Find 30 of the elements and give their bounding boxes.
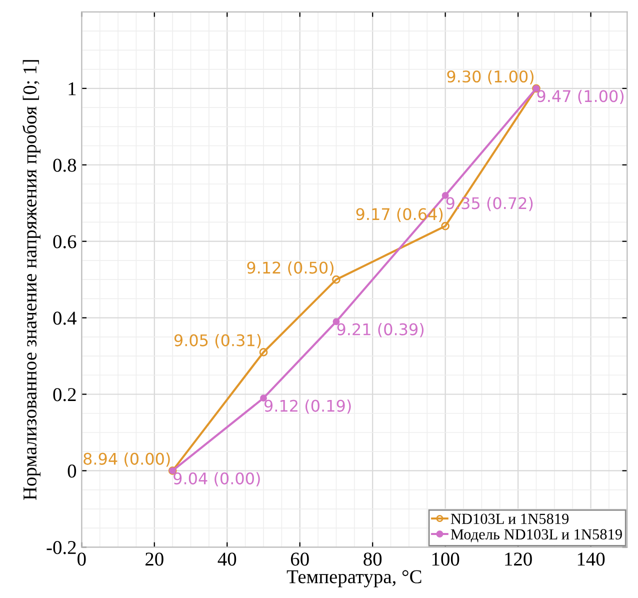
x-tick-label: 140 [578,552,605,566]
x-tick-label: 20 [146,552,164,566]
x-tick-label: 40 [218,552,236,566]
x-tick-label: 0 [78,552,86,566]
y-tick-label: 1 [68,82,76,96]
x-tick-label: 80 [364,552,382,566]
data-label: 9.47 (1.00) [537,90,624,104]
data-label: 9.12 (0.19) [264,399,351,414]
point [441,222,450,230]
x-tick-label: 60 [290,552,309,566]
legend-label: Модель ND103L и 1N5819 [450,529,622,542]
y-tick-label: -0.2 [46,540,76,554]
y-tick-label: 0.4 [53,312,76,325]
legend-label: ND103L и 1N5819 [450,514,569,524]
data-label: 9.21 (0.39) [337,323,424,338]
y-tick-label: 0 [68,464,76,478]
data-label: 9.04 (0.00) [174,472,260,486]
point [259,348,268,356]
data-label: 9.12 (0.50) [247,261,334,276]
x-tick-label: 120 [505,552,532,566]
x-axis-title: Температура, °C [286,570,422,588]
data-label: 8.94 (0.00) [84,452,170,467]
data-label: 9.05 (0.31) [174,334,261,348]
data-label: 9.30 (1.00) [447,70,534,84]
y-axis-title: Нормализованное значение напряжения пробоя [0; 1] [22,60,40,500]
y-tick-label: 0.8 [53,158,76,172]
y-tick-label: 0.6 [53,235,76,248]
point [332,275,340,284]
y-tick-label: 0.2 [53,388,76,402]
x-tick-label: 100 [432,552,460,566]
